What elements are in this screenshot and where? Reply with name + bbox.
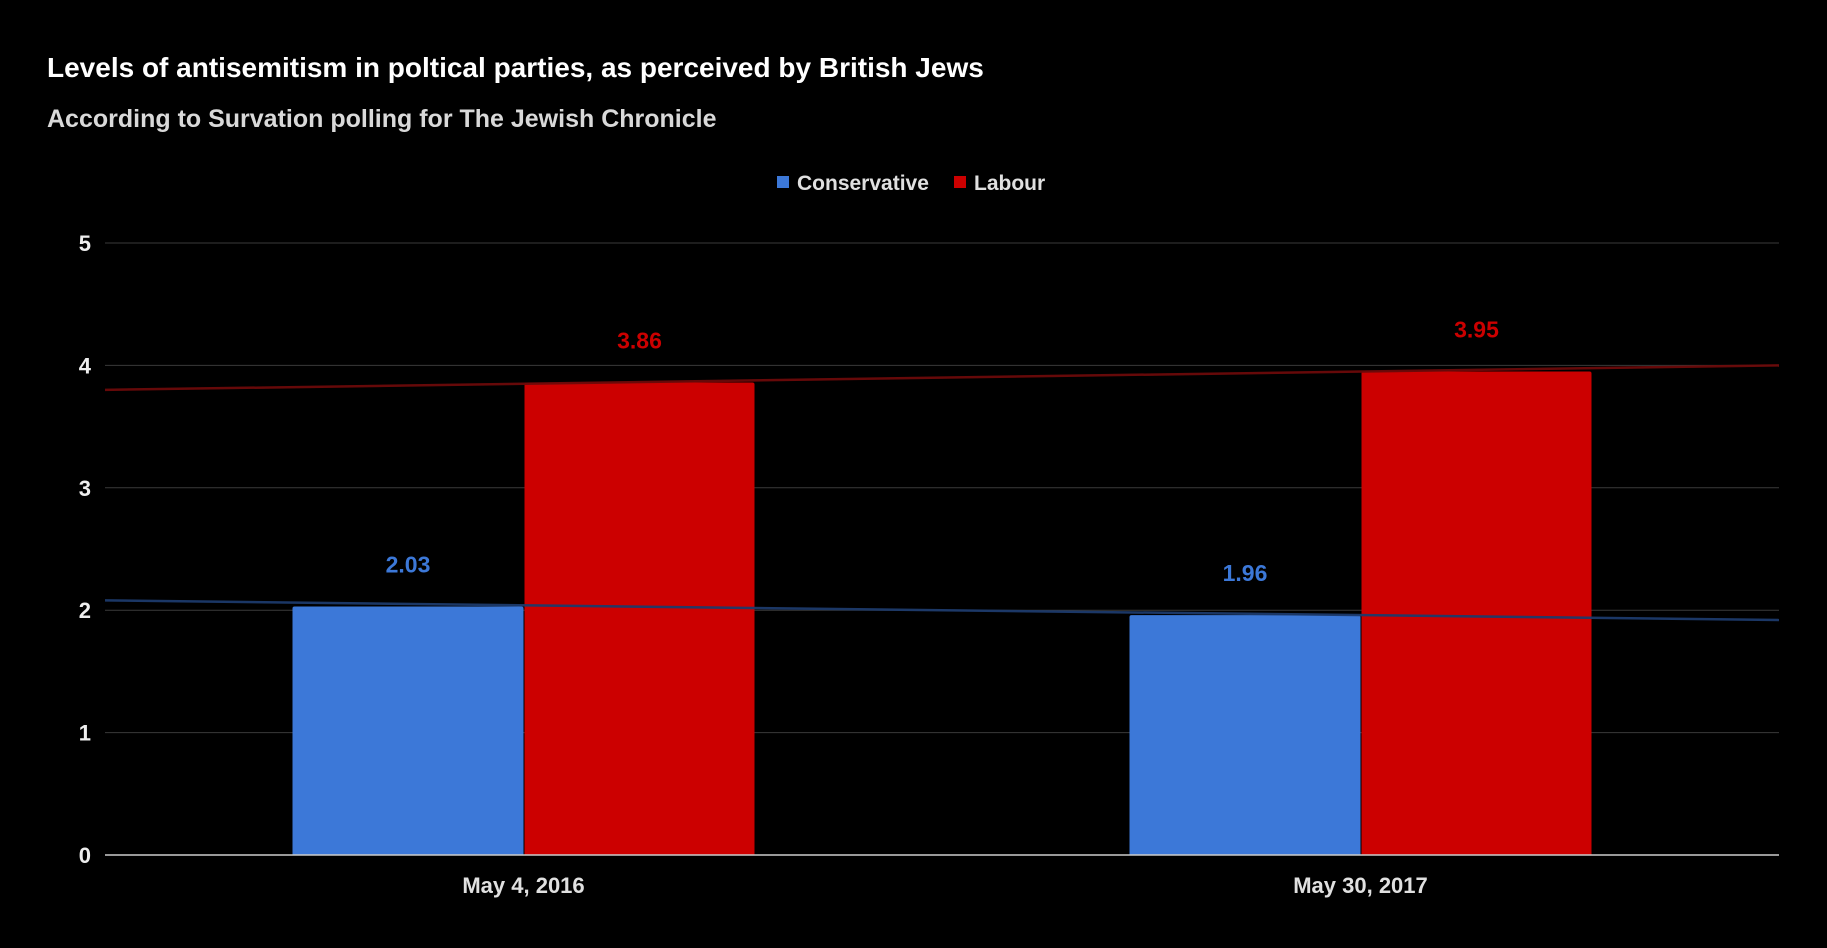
- trendlines: [104, 364, 1780, 622]
- bars: [292, 371, 1592, 855]
- x-axis-ticks: May 4, 2016 May 30, 2017: [462, 873, 1427, 898]
- chart-title: Levels of antisemitism in poltical parti…: [47, 52, 984, 83]
- legend-label-conservative[interactable]: Conservative: [797, 172, 929, 195]
- legend-swatch-labour: [954, 176, 966, 188]
- bar-labour-1[interactable]: [1361, 371, 1592, 855]
- y-axis-ticks: 0 1 2 3 4 5: [79, 231, 92, 868]
- y-tick-label: 5: [79, 231, 91, 256]
- y-tick-label: 1: [79, 721, 91, 746]
- data-label-labour-0: 3.86: [617, 328, 662, 354]
- legend-swatch-conservative: [777, 176, 789, 188]
- y-tick-label: 3: [79, 476, 91, 501]
- bar-conservative-0[interactable]: [292, 606, 524, 855]
- y-tick-label: 2: [79, 598, 91, 623]
- legend-label-labour[interactable]: Labour: [974, 172, 1045, 195]
- data-label-conservative-0: 2.03: [386, 552, 431, 578]
- y-tick-label: 0: [79, 843, 91, 868]
- y-tick-label: 4: [79, 353, 92, 378]
- x-tick-label: May 4, 2016: [462, 873, 584, 898]
- x-tick-label: May 30, 2017: [1293, 873, 1428, 898]
- data-label-conservative-1: 1.96: [1223, 560, 1268, 586]
- trendline-labour: [104, 364, 1780, 392]
- legend: Conservative Labour: [777, 172, 1045, 195]
- chart-subtitle: According to Survation polling for The J…: [47, 105, 717, 133]
- bar-conservative-1[interactable]: [1129, 615, 1361, 855]
- data-labels: 2.03 3.86 1.96 3.95: [386, 317, 1499, 587]
- trendline-conservative: [104, 599, 1780, 622]
- bar-labour-0[interactable]: [524, 382, 755, 855]
- data-label-labour-1: 3.95: [1454, 317, 1499, 343]
